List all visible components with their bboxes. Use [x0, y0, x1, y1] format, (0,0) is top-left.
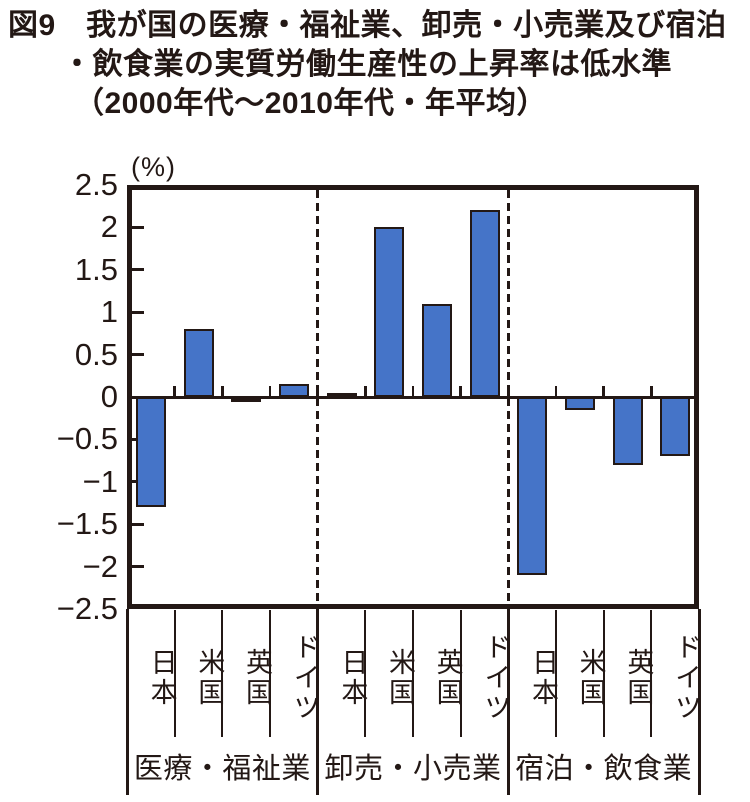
- y-axis-tick-label: 2.5: [74, 167, 118, 202]
- x-axis-tick-mark: [221, 386, 224, 397]
- y-axis-tick-label: −2.5: [56, 591, 118, 626]
- figure-title-line1: 図9 我が国の医療・福祉業、卸売・小売業及び宿泊: [8, 9, 727, 42]
- label-table-group-divider: [506, 609, 510, 795]
- y-axis-tick-mark: [132, 522, 144, 526]
- figure-title: 図9 我が国の医療・福祉業、卸売・小売業及び宿泊 ・飲食業の実質労働生産性の上昇…: [8, 6, 727, 123]
- bar-accommodation-food-uk: [612, 397, 643, 465]
- label-table-cell-divider: [173, 610, 176, 737]
- y-axis-tick-mark: [132, 565, 144, 569]
- x-axis-tick-mark: [459, 386, 462, 397]
- figure-title-line2: ・飲食業の実質労働生産性の上昇率は低水準: [62, 48, 672, 81]
- x-axis-label-medical-welfare-germany: ドイツ: [289, 633, 320, 723]
- bar-medical-welfare-germany: [278, 384, 309, 397]
- x-axis-label-medical-welfare-us: 米国: [194, 648, 225, 708]
- y-axis-unit-label: (%): [131, 152, 176, 182]
- x-axis-tick-mark: [364, 386, 367, 397]
- x-axis-label-accommodation-food-uk: 英国: [623, 648, 654, 708]
- group-label-medical-welfare: 医療・福祉業: [133, 753, 311, 785]
- x-axis-tick-mark: [173, 386, 176, 397]
- y-axis-tick-label: −2: [82, 548, 118, 584]
- label-table-cell-divider: [269, 610, 271, 737]
- y-axis-tick-label: 0.5: [74, 336, 118, 372]
- zero-baseline: [127, 395, 699, 399]
- x-axis-label-medical-welfare-japan: 日本: [146, 648, 177, 708]
- bar-wholesale-retail-us: [374, 227, 405, 397]
- y-axis-tick-label: −1: [82, 463, 118, 499]
- y-axis-tick-mark: [132, 310, 144, 314]
- bar-medical-welfare-uk: [231, 398, 262, 402]
- bar-accommodation-food-japan: [517, 397, 548, 576]
- figure-title-line3: （2000年代～2010年代・年平均）: [74, 87, 547, 120]
- x-axis-label-wholesale-retail-japan: 日本: [337, 648, 368, 708]
- label-table-cell-divider: [602, 610, 605, 737]
- label-table-group-divider: [316, 609, 320, 795]
- x-axis-label-accommodation-food-us: 米国: [575, 648, 606, 708]
- label-table-group-divider: [125, 609, 129, 795]
- bar-wholesale-retail-japan: [326, 393, 357, 397]
- x-axis-label-accommodation-food-germany: ドイツ: [670, 633, 701, 723]
- bar-accommodation-food-germany: [660, 397, 691, 457]
- label-table-cell-divider: [221, 610, 224, 737]
- y-axis-tick-label: 1.5: [74, 251, 118, 287]
- x-axis-label-wholesale-retail-uk: 英国: [432, 648, 463, 708]
- label-table-cell-divider: [650, 610, 653, 737]
- label-table-cell-divider: [459, 610, 462, 737]
- y-axis-tick-mark: [132, 353, 144, 357]
- group-label-accommodation-food: 宿泊・飲食業: [515, 753, 693, 785]
- y-axis-tick-label: 0: [100, 379, 118, 414]
- x-axis-tick-mark: [554, 386, 558, 397]
- group-separator-dashed-line: [316, 190, 319, 604]
- y-axis-tick-mark: [132, 225, 144, 229]
- x-axis-tick-mark: [411, 386, 415, 397]
- label-table-cell-divider: [364, 610, 367, 737]
- label-table-cell-divider: [555, 610, 557, 737]
- x-axis-label-accommodation-food-japan: 日本: [527, 648, 558, 708]
- x-axis-tick-mark: [268, 386, 272, 397]
- bar-medical-welfare-us: [183, 329, 214, 397]
- x-axis-tick-mark: [650, 386, 653, 397]
- y-axis-tick-label: −1.5: [56, 506, 118, 542]
- label-table-group-divider: [697, 609, 701, 795]
- y-axis-tick-label: −0.5: [56, 421, 118, 457]
- bar-wholesale-retail-uk: [421, 303, 452, 397]
- x-axis-label-wholesale-retail-germany: ドイツ: [480, 633, 511, 723]
- bar-medical-welfare-japan: [135, 397, 166, 508]
- y-axis-tick-label: 1: [100, 294, 118, 330]
- x-axis-label-wholesale-retail-us: 米国: [384, 648, 415, 708]
- group-label-wholesale-retail: 卸売・小売業: [324, 753, 502, 785]
- bar-wholesale-retail-germany: [469, 210, 500, 397]
- label-table-cell-divider: [412, 610, 414, 737]
- y-axis-tick-mark: [132, 268, 144, 272]
- x-axis-tick-mark: [602, 386, 605, 397]
- group-separator-dashed-line: [507, 190, 510, 604]
- bar-accommodation-food-us: [564, 397, 595, 410]
- y-axis-tick-label: 2: [100, 209, 118, 245]
- x-axis-label-medical-welfare-uk: 英国: [241, 648, 272, 708]
